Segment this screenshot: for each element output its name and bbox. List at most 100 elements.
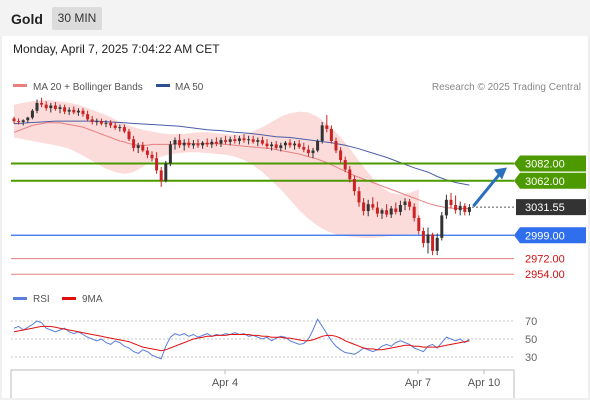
- candle-body: [12, 118, 16, 122]
- timeframe-badge[interactable]: 30 MIN: [52, 7, 102, 30]
- level-tag-3082-00: [514, 155, 586, 172]
- candle-body: [242, 138, 246, 141]
- candle-body: [348, 169, 352, 180]
- rsi-line: [13, 318, 470, 360]
- candle-body: [357, 191, 361, 203]
- candle-body: [182, 142, 186, 146]
- candle-body: [306, 149, 310, 154]
- rsi-level-label-30: 30: [525, 352, 537, 364]
- candle-body: [339, 150, 343, 161]
- chart-datetime: Monday, April 7, 2025 7:04:22 AM CET: [13, 42, 220, 56]
- forecast-arrow-shaft: [472, 171, 503, 208]
- candle-body: [21, 120, 25, 122]
- level-label-2954-00: 2954.00: [525, 269, 565, 281]
- candle-body: [325, 125, 329, 129]
- candle-body: [316, 140, 320, 151]
- candle-body: [159, 170, 163, 181]
- x-tick-label: Apr 7: [405, 377, 431, 389]
- ma50-legend-swatch: [156, 84, 170, 87]
- rsi-ma-line: [13, 325, 470, 352]
- candle-body: [394, 208, 398, 212]
- level-tag-2999-00: [514, 227, 586, 244]
- candle-body: [302, 147, 306, 150]
- candle-body: [256, 140, 260, 142]
- candle-body: [467, 207, 471, 212]
- header-bar: Gold 30 MIN: [0, 0, 590, 36]
- x-axis-ticks: Apr 4 Apr 7 Apr 10: [212, 370, 500, 389]
- candle-body: [90, 119, 94, 122]
- candle-body: [109, 122, 113, 126]
- candle-body: [412, 206, 416, 218]
- candle-body: [214, 141, 218, 144]
- candle-body: [431, 234, 435, 251]
- candle-body: [63, 107, 67, 112]
- candle-body: [72, 109, 76, 113]
- candle-body: [150, 154, 154, 159]
- candle-body: [35, 102, 39, 111]
- candle-body: [122, 127, 126, 132]
- candle-body: [187, 142, 191, 146]
- current-price-tag: [516, 199, 586, 216]
- candle-body: [30, 110, 34, 118]
- chart-panel: [2, 36, 588, 398]
- candle-body: [454, 205, 458, 211]
- candle-body: [251, 139, 255, 142]
- candle-body: [210, 141, 214, 145]
- candle-body: [320, 125, 324, 141]
- ma50-line: [13, 120, 470, 186]
- x-tick-label: Apr 4: [212, 377, 238, 389]
- candle-body: [118, 127, 122, 129]
- candle-body: [178, 140, 182, 146]
- candle-body: [205, 142, 209, 145]
- candle-body: [104, 122, 108, 124]
- instrument-title: Gold: [11, 11, 43, 27]
- level-label-3062-00: 3062.00: [525, 176, 565, 188]
- candle-body: [449, 199, 453, 206]
- candle-body: [334, 140, 338, 151]
- candle-body: [224, 140, 228, 142]
- rsi-pane: 70 50 30: [11, 316, 537, 364]
- candle-body: [26, 117, 30, 121]
- rsi-legend-label: RSI: [33, 294, 50, 305]
- bollinger-legend-swatch: [13, 84, 27, 87]
- candle-body: [168, 144, 172, 164]
- candle-body: [132, 139, 136, 148]
- candle-body: [95, 121, 99, 123]
- forecast-arrow-head: [494, 167, 507, 180]
- candle-body: [76, 110, 80, 113]
- candle-body: [380, 210, 384, 214]
- candle-body: [329, 128, 333, 141]
- candle-body: [260, 140, 264, 144]
- candle-body: [283, 142, 287, 146]
- candle-body: [288, 142, 292, 146]
- candle-body: [463, 205, 467, 212]
- candle-body: [164, 163, 168, 181]
- candle-body: [58, 107, 62, 109]
- price-pane: 3082.00 3062.00 3031.55 2999.00 2972.00 2954.…: [11, 97, 586, 281]
- level-tag-3062-00: [514, 172, 586, 189]
- rsi-level-label-50: 50: [525, 334, 537, 346]
- candle-body: [403, 201, 407, 206]
- candle-body: [155, 158, 159, 171]
- candle-body: [196, 143, 200, 146]
- candle-body: [274, 144, 278, 148]
- candle-body: [67, 109, 71, 112]
- candle-body: [136, 145, 140, 148]
- candle-body: [311, 150, 315, 154]
- candle-body: [86, 114, 90, 120]
- bollinger-legend-label: MA 20 + Bollinger Bands: [33, 82, 143, 93]
- candle-body: [297, 143, 301, 148]
- candle-body: [228, 139, 232, 142]
- candle-body: [458, 205, 462, 211]
- candle-body: [265, 143, 269, 147]
- candle-body: [44, 104, 48, 109]
- current-price-label: 3031.55: [525, 202, 565, 214]
- candle-body: [40, 102, 44, 105]
- candle-body: [352, 179, 356, 192]
- candle-body: [417, 217, 421, 231]
- candle-body: [141, 145, 145, 151]
- candle-body: [233, 139, 237, 141]
- candle-body: [375, 207, 379, 214]
